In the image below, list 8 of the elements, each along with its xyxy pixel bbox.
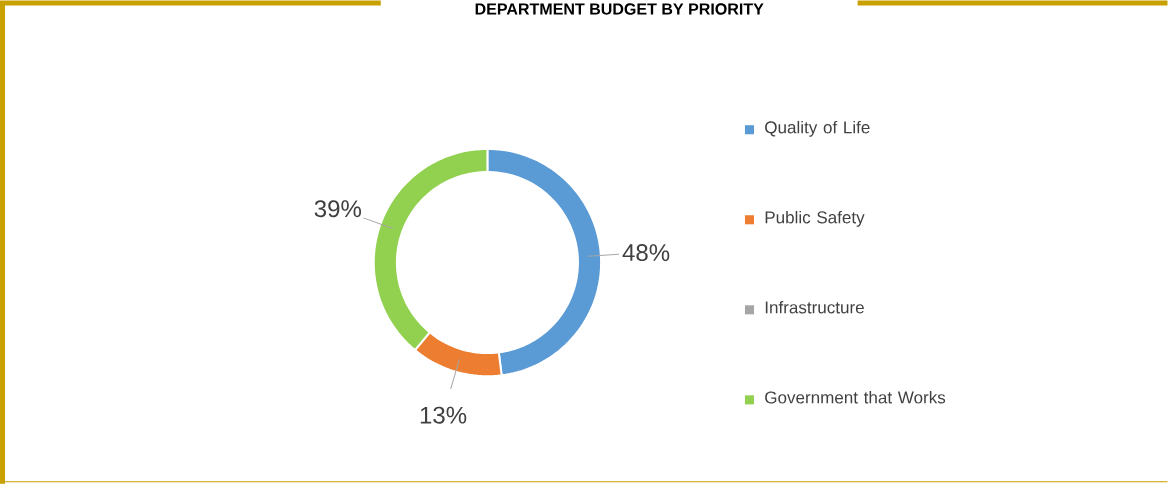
legend-label: Government that Works — [765, 390, 946, 404]
chart-title: DEPARTMENT BUDGET BY PRIORITY — [475, 3, 764, 15]
legend-label: Infrastructure — [765, 300, 864, 314]
legend-label: Public Safety — [765, 210, 865, 227]
data-label: 39% — [314, 200, 362, 218]
data-label: 13% — [420, 406, 467, 424]
data-label: 48% — [622, 243, 670, 261]
legend-label: Quality of Life — [765, 120, 870, 137]
